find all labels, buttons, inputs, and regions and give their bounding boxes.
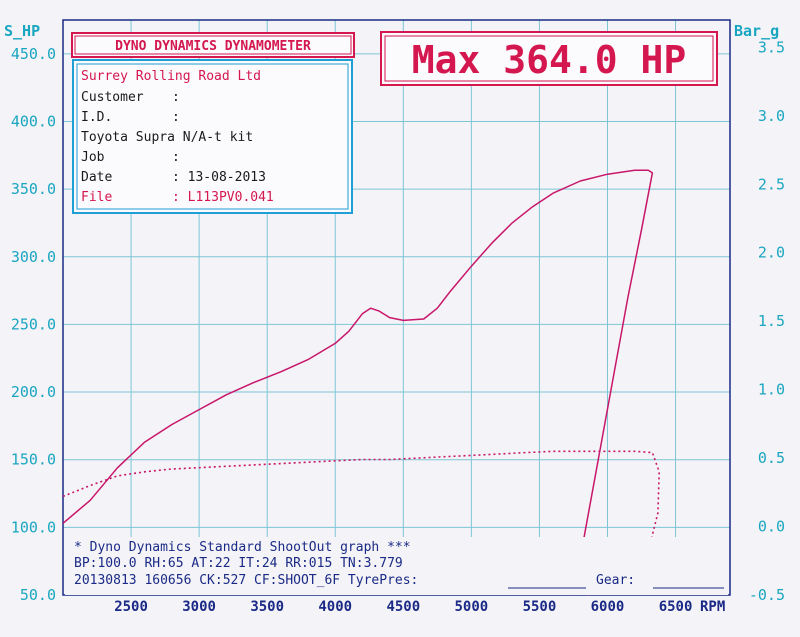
footer-line-1: * Dyno Dynamics Standard ShootOut graph …: [74, 540, 411, 555]
y2-tick-label: 2.5: [758, 175, 785, 193]
left-axis-ticks: 50.0 100.0 150.0 200.0 250.0 300.0 350.0 400.0 4…: [11, 45, 56, 604]
y-tick-label: 50.0: [20, 586, 56, 604]
right-axis-unit: Bar_g: [734, 22, 779, 40]
x-tick-label: 5000: [455, 599, 489, 615]
info-value: :: [172, 150, 180, 165]
y-tick-label: 400.0: [11, 112, 56, 130]
dotted-trace: [62, 450, 660, 596]
info-key: I.D.: [81, 110, 112, 125]
max-hp-box: [380, 31, 718, 86]
brand-box: [71, 32, 355, 58]
max-hp-label: Max 364.0 HP: [412, 38, 687, 82]
y-tick-label: 250.0: [11, 315, 56, 333]
gear-label: Gear:: [596, 573, 635, 588]
dyno-traces: [62, 169, 660, 596]
footer-backdrop: [65, 537, 728, 595]
y2-tick-label: 0.5: [758, 449, 785, 467]
x-tick-label: 4500: [386, 599, 420, 615]
x-tick-label: 3500: [250, 599, 284, 615]
y-tick-label: 150.0: [11, 451, 56, 469]
company-name: Surrey Rolling Road Ltd: [81, 69, 261, 84]
info-box: [72, 59, 353, 214]
info-key: Toyota Supra N/A-t kit: [81, 130, 253, 145]
info-value: :: [172, 110, 180, 125]
y2-tick-label: 2.0: [758, 244, 785, 262]
x-tick-label: 6500: [659, 599, 693, 615]
y2-tick-label: 0.0: [758, 518, 785, 536]
y2-tick-label: 1.5: [758, 312, 785, 330]
info-key: Customer: [81, 90, 144, 105]
x-tick-label: 6000: [591, 599, 625, 615]
y2-tick-label: -0.5: [749, 586, 785, 604]
info-key: Job: [81, 150, 105, 165]
footer-line-2: BP:100.0 RH:65 AT:22 IT:24 RR:015 TN:3.7…: [74, 556, 403, 571]
brand-box-inner: [74, 35, 352, 55]
max-hp-box-inner: [384, 35, 714, 82]
solid-trace: [62, 169, 654, 596]
y-tick-label: 300.0: [11, 248, 56, 266]
x-tick-label: 4000: [318, 599, 352, 615]
info-value: : 13-08-2013: [172, 170, 266, 185]
x-axis-unit: RPM: [700, 599, 725, 615]
x-axis-ticks: 2500 3000 3500 4000 4500 5000 5500 6000 6500: [114, 599, 692, 615]
y2-tick-label: 1.0: [758, 381, 785, 399]
brand-title: DYNO DYNAMICS DYNAMOMETER: [115, 39, 311, 54]
info-key: Date: [81, 170, 112, 185]
info-box-inner: [76, 63, 349, 210]
right-axis-ticks: -0.5 0.0 0.5 1.0 1.5 2.0 2.5 3.0 3.5: [749, 38, 785, 604]
y2-tick-label: 3.5: [758, 38, 785, 56]
x-tick-label: 2500: [114, 599, 148, 615]
info-value: :: [172, 90, 180, 105]
y2-tick-label: 3.0: [758, 107, 785, 125]
y-tick-label: 450.0: [11, 45, 56, 63]
x-tick-label: 5500: [523, 599, 557, 615]
info-key: File: [81, 190, 112, 205]
y-tick-label: 100.0: [11, 518, 56, 536]
info-rows: Customer: I.D.: Toyota Supra N/A-t kit Job:…: [81, 90, 274, 205]
footer-line-3: 20130813 160656 CK:527 CF:SHOOT_6F TyreP…: [74, 573, 418, 588]
y-tick-label: 200.0: [11, 383, 56, 401]
y-tick-label: 350.0: [11, 180, 56, 198]
left-axis-unit: S_HP: [4, 22, 40, 40]
x-tick-label: 3000: [182, 599, 216, 615]
info-value: : L113PV0.041: [172, 190, 274, 205]
